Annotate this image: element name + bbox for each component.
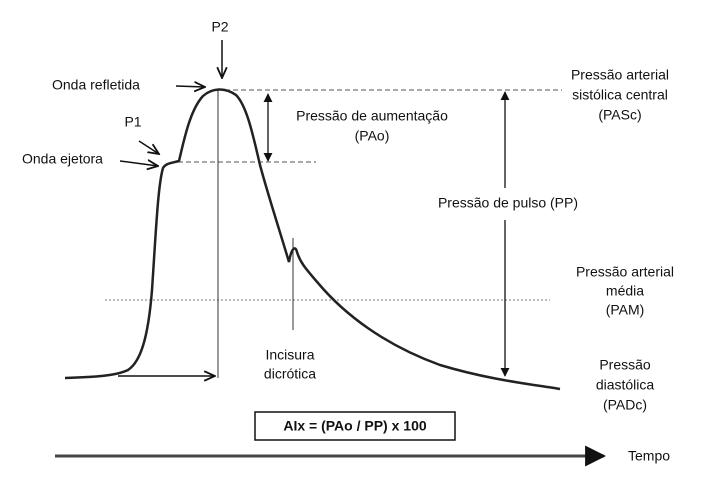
label: Pressão bbox=[599, 357, 651, 373]
p1-arrow bbox=[138, 140, 159, 154]
label: Pressão arterial bbox=[571, 67, 669, 83]
label: dicrótica bbox=[264, 366, 316, 382]
label: Pressão de pulso (PP) bbox=[438, 195, 578, 211]
label: P1 bbox=[124, 114, 141, 130]
label: Pressão arterial bbox=[576, 264, 674, 280]
label: (PADc) bbox=[603, 397, 647, 413]
label: Incisura bbox=[265, 347, 314, 363]
formula: AIx = (PAo / PP) x 100 bbox=[283, 418, 427, 434]
label: diastólica bbox=[596, 377, 655, 393]
label: Onda ejetora bbox=[22, 151, 103, 167]
label: (PAo) bbox=[355, 128, 390, 144]
label: sistólica central bbox=[572, 87, 668, 103]
label: Onda refletida bbox=[52, 77, 140, 93]
label: (PASc) bbox=[598, 107, 641, 123]
label: (PAM) bbox=[606, 302, 645, 318]
label: Tempo bbox=[628, 448, 670, 464]
label: P2 bbox=[211, 19, 228, 35]
reflected-arrow bbox=[175, 86, 205, 87]
formula-box bbox=[254, 411, 456, 441]
label: Pressão de aumentação bbox=[296, 108, 448, 124]
label: média bbox=[606, 283, 644, 299]
pulse-wave bbox=[64, 88, 561, 391]
ejection-arrow bbox=[119, 161, 158, 166]
